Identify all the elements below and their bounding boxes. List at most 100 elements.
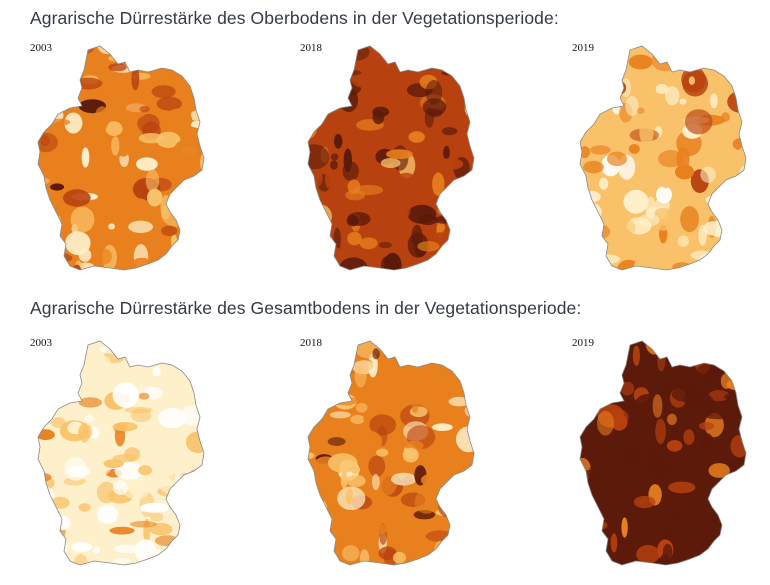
- drought-patch: [74, 260, 83, 270]
- drought-patch: [72, 264, 82, 270]
- drought-patch: [118, 99, 148, 120]
- drought-patch: [108, 223, 115, 230]
- drought-patch: [372, 110, 385, 125]
- drought-patch: [192, 344, 204, 362]
- drought-patch: [703, 221, 726, 236]
- drought-patch: [308, 514, 326, 530]
- drought-patch: [314, 552, 327, 563]
- drought-patch: [465, 46, 474, 62]
- drought-patch: [580, 376, 596, 391]
- drought-patch: [347, 231, 362, 246]
- drought-patch: [716, 484, 733, 496]
- drought-patch: [176, 520, 204, 546]
- drought-patch: [109, 526, 135, 535]
- drought-patch: [339, 257, 368, 270]
- drought-patch: [38, 194, 49, 207]
- drought-patch: [463, 341, 474, 359]
- drought-patch: [95, 248, 113, 265]
- drought-patch: [346, 474, 366, 487]
- drought-patch: [714, 548, 728, 565]
- drought-patch: [63, 189, 91, 207]
- germany-border: [579, 340, 747, 566]
- drought-patch: [462, 219, 474, 233]
- drought-patch: [199, 193, 204, 204]
- drought-patch: [340, 471, 348, 489]
- drought-patch: [411, 402, 419, 413]
- drought-patch: [50, 183, 65, 191]
- drought-patch: [438, 158, 464, 170]
- drought-patch: [735, 396, 746, 410]
- drought-patch: [427, 108, 442, 118]
- drought-patch: [308, 57, 331, 80]
- drought-patch: [39, 46, 48, 57]
- drought-patch: [706, 260, 735, 270]
- drought-patch: [353, 430, 383, 453]
- drought-patch: [617, 350, 628, 376]
- drought-patch: [464, 404, 474, 418]
- drought-patch: [157, 554, 174, 565]
- drought-patch: [451, 239, 469, 250]
- drought-patch: [646, 167, 656, 179]
- drought-patch: [597, 410, 614, 436]
- drought-patch: [651, 49, 680, 72]
- drought-patch: [590, 145, 611, 155]
- drought-patch: [432, 423, 453, 431]
- drought-patch: [157, 468, 186, 495]
- drought-patch: [329, 411, 351, 419]
- drought-patch: [84, 415, 95, 423]
- drought-patch: [389, 207, 406, 232]
- drought-patch: [608, 483, 615, 495]
- drought-patch: [350, 414, 365, 425]
- drought-patch: [308, 560, 325, 565]
- drought-patch: [197, 343, 204, 364]
- drought-patch: [197, 48, 204, 60]
- drought-patch: [312, 346, 341, 362]
- drought-patch: [651, 207, 676, 231]
- drought-patch: [741, 430, 746, 442]
- drought-patch: [724, 237, 745, 244]
- drought-patch: [591, 383, 603, 397]
- drought-patch: [187, 229, 204, 246]
- drought-patch: [111, 136, 120, 156]
- drought-patch: [404, 343, 421, 358]
- drought-patch: [474, 439, 486, 449]
- drought-patch: [655, 83, 669, 95]
- drought-patch: [660, 526, 675, 539]
- drought-patch: [48, 234, 57, 248]
- germany-map: [579, 45, 747, 271]
- drought-patch: [660, 493, 673, 507]
- drought-patch: [676, 58, 684, 67]
- drought-patch: [308, 58, 324, 67]
- drought-patch: [85, 529, 109, 550]
- drought-patch: [185, 480, 193, 492]
- drought-patch: [318, 386, 329, 405]
- drought-patch: [205, 216, 222, 239]
- drought-patch: [580, 58, 590, 71]
- drought-patch: [639, 119, 654, 146]
- drought-patch: [591, 224, 611, 240]
- drought-patch: [584, 77, 603, 92]
- drought-patch: [369, 414, 397, 436]
- drought-patch: [190, 502, 199, 509]
- drought-patch: [150, 243, 163, 259]
- drought-patch: [706, 260, 722, 270]
- drought-patch: [408, 47, 416, 65]
- drought-patch: [181, 405, 203, 426]
- drought-patch: [158, 407, 187, 429]
- drought-patch: [708, 463, 730, 478]
- drought-patch: [309, 349, 324, 376]
- drought-patch: [623, 189, 649, 214]
- drought-patch: [94, 106, 110, 131]
- drought-patch: [57, 251, 65, 270]
- drought-patch: [467, 390, 474, 412]
- germany-border: [37, 340, 205, 566]
- drought-patch: [418, 214, 438, 226]
- drought-patch: [189, 120, 204, 129]
- drought-patch: [74, 77, 103, 90]
- drought-patch: [615, 449, 646, 462]
- drought-patch: [103, 459, 124, 468]
- drought-patch: [737, 359, 746, 375]
- drought-patch: [378, 370, 399, 389]
- drought-patch: [636, 107, 645, 114]
- drought-patch: [70, 542, 93, 552]
